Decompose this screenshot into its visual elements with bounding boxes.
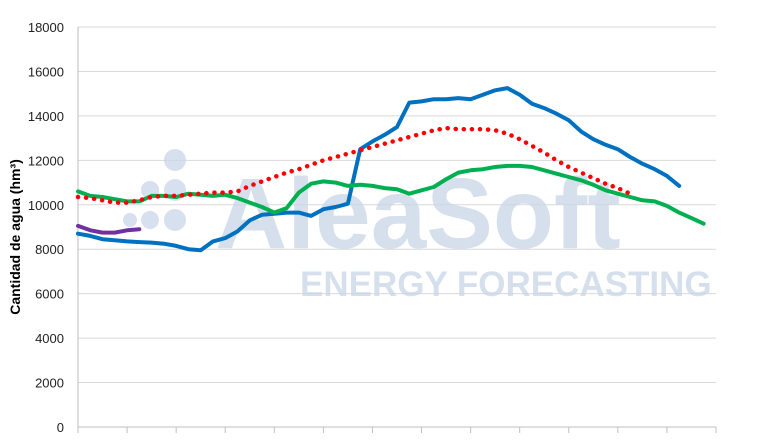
- y-tick-labels: 0 2000 4000 6000 8000 10000 12000 14000 16000 180…: [28, 20, 64, 435]
- y-axis-label: Cantidad de agua (hm³): [7, 159, 23, 315]
- series-group: [75, 86, 706, 253]
- series-line-3: [75, 125, 633, 205]
- y-tick-label: 6000: [35, 287, 64, 302]
- y-tick-label: 14000: [28, 109, 64, 124]
- y-tick-label: 4000: [35, 331, 64, 346]
- watermark: AleaSoft ENERGY FORECASTING: [123, 149, 712, 304]
- y-tick-label: 18000: [28, 20, 64, 35]
- y-tick-label: 10000: [28, 198, 64, 213]
- watermark-dot: [141, 211, 159, 229]
- y-tick-label: 12000: [28, 153, 64, 168]
- y-tick-label: 0: [57, 420, 64, 435]
- y-tick-label: 2000: [35, 376, 64, 391]
- watermark-logo-dots: [123, 149, 186, 231]
- watermark-dot: [164, 209, 186, 231]
- watermark-dot: [164, 149, 186, 171]
- y-tick-label: 16000: [28, 64, 64, 79]
- watermark-sub-text: ENERGY FORECASTING: [300, 265, 712, 304]
- watermark-dot: [123, 213, 137, 227]
- series-line-4: [76, 223, 142, 235]
- y-tick-label: 8000: [35, 242, 64, 257]
- series-line-1: [76, 86, 682, 253]
